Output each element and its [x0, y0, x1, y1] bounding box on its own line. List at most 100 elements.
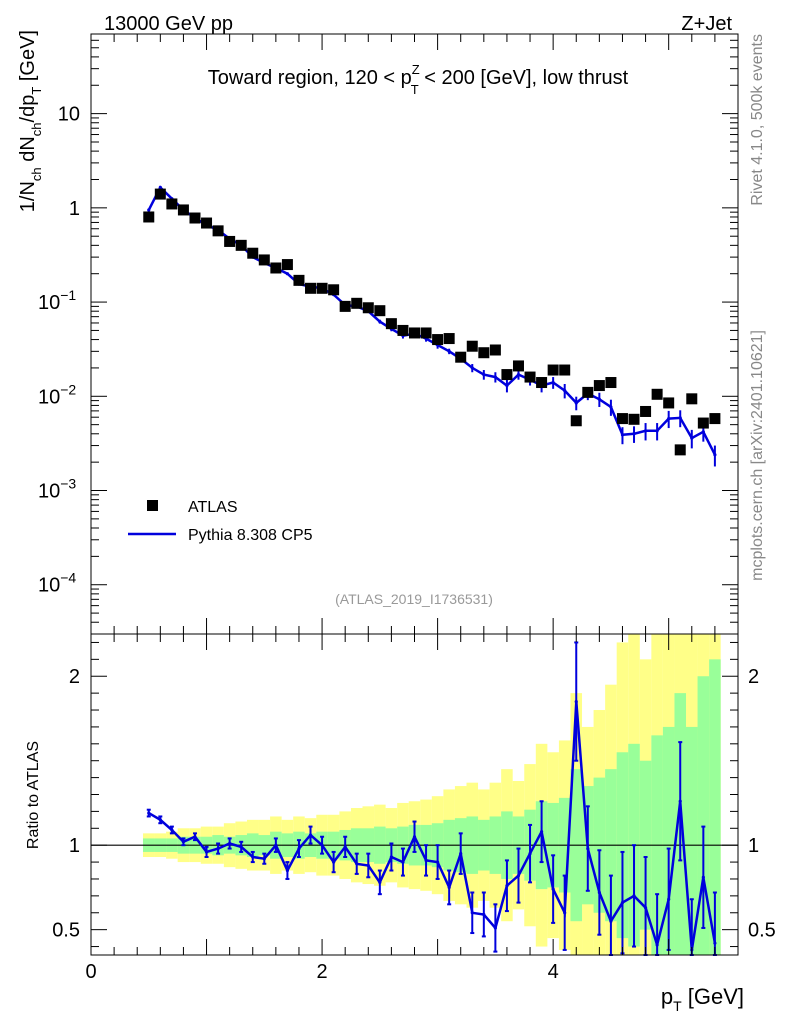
pythia-point: [447, 349, 451, 353]
legend-atlas-label: ATLAS: [188, 499, 238, 516]
atlas-point: [663, 397, 675, 409]
pythia-point: [158, 185, 162, 189]
ratio-point: [632, 894, 636, 898]
pythia-point: [655, 429, 659, 433]
pythia-point: [470, 366, 474, 370]
atlas-point: [674, 444, 686, 456]
pythia-point: [713, 453, 717, 457]
ratio-point: [228, 841, 232, 846]
y-tick-label: 1: [69, 198, 80, 220]
x-axis-label: pT [GeV]: [661, 984, 744, 1014]
atlas-point: [362, 302, 374, 314]
x-tick-label: 2: [317, 961, 328, 983]
pythia-point: [563, 388, 567, 393]
y-tick-label: 10: [58, 104, 80, 126]
ratio-point: [251, 855, 255, 859]
pythia-point: [632, 432, 636, 436]
ratio-point: [170, 828, 174, 832]
mcplots-label: mcplots.cern.ch [arXiv:2401.10621]: [749, 330, 766, 581]
y-tick-label: 10−1: [38, 287, 76, 314]
ratio-point: [378, 880, 382, 884]
ratio-point: [297, 846, 301, 851]
ratio-point: [563, 911, 567, 915]
atlas-point: [489, 344, 501, 356]
ratio-point: [643, 906, 648, 910]
analysis-reference: (ATLAS_2019_I1736531): [335, 591, 493, 607]
ratio-point: [262, 857, 266, 861]
atlas-point: [686, 393, 698, 405]
pythia-point: [643, 429, 648, 433]
main-panel: 10 1 10−1 10−2 10−3 10−4: [38, 33, 739, 635]
uncertainty-band-inner: [662, 726, 675, 955]
ratio-point: [667, 897, 671, 901]
header-process: Z+Jet: [681, 13, 732, 35]
atlas-point: [547, 364, 559, 376]
atlas-point: [570, 415, 582, 427]
ratio-point: [389, 855, 393, 859]
atlas-point: [258, 254, 270, 266]
ratio-point: [459, 852, 463, 856]
atlas-point: [582, 386, 594, 398]
pythia-point: [505, 383, 509, 388]
atlas-point: [397, 324, 409, 336]
y-tick-label: 10−2: [38, 381, 76, 408]
atlas-point: [154, 188, 166, 200]
atlas-point: [270, 262, 282, 274]
ratio-point: [528, 852, 532, 856]
pythia-point: [597, 397, 601, 401]
atlas-point: [559, 364, 571, 376]
ratio-line: [148, 701, 717, 951]
atlas-point: [281, 259, 293, 271]
atlas-point: [328, 284, 340, 296]
header-energy: 13000 GeV pp: [104, 13, 233, 35]
pythia-point: [285, 272, 290, 276]
ratio-point: [320, 843, 324, 847]
atlas-point: [166, 198, 178, 210]
ratio-point: [655, 943, 659, 947]
atlas-point: [293, 274, 305, 286]
ratio-point: [181, 840, 186, 844]
pythia-point: [493, 375, 497, 379]
atlas-point: [651, 388, 663, 400]
legend-pythia-label: Pythia 8.308 CP5: [188, 527, 313, 544]
pythia-point: [667, 416, 671, 421]
atlas-point: [374, 305, 386, 317]
ratio-point: [158, 818, 162, 822]
pythia-point: [482, 372, 486, 377]
ratio-point: [193, 835, 197, 839]
atlas-point: [512, 360, 524, 372]
atlas-point: [432, 334, 444, 346]
ratio-point: [482, 912, 486, 917]
atlas-point: [189, 212, 201, 224]
pythia-point: [551, 380, 555, 385]
pythia-point: [678, 416, 682, 420]
atlas-point: [616, 413, 628, 425]
ratio-point: [609, 919, 613, 923]
pythia-point: [609, 405, 613, 409]
ratio-point: [412, 835, 417, 839]
atlas-point: [593, 380, 605, 392]
atlas-point: [536, 377, 548, 389]
ratio-point: [204, 850, 209, 854]
ratio-y-tick-label: 1: [69, 835, 80, 857]
ratio-point: [574, 699, 578, 704]
atlas-point: [524, 371, 536, 383]
pythia-point: [620, 433, 625, 437]
y-axis-label: 1/Nch dNch/dpT [GeV]: [17, 30, 44, 212]
atlas-point: [177, 204, 189, 216]
ratio-y-tick-label-right: 1: [748, 835, 759, 857]
atlas-point: [305, 282, 317, 294]
ratio-point: [366, 863, 370, 868]
ratio-point: [539, 830, 544, 834]
atlas-point: [443, 333, 455, 345]
atlas-point: [466, 340, 478, 352]
pythia-point: [378, 320, 382, 324]
y-tick-label: 10−4: [38, 570, 76, 597]
atlas-point: [501, 369, 513, 381]
ratio-point: [274, 843, 278, 847]
ratio-point: [355, 862, 359, 866]
atlas-point: [385, 318, 397, 330]
atlas-point: [709, 413, 721, 425]
atlas-point: [212, 225, 224, 237]
ratio-point: [505, 884, 509, 888]
